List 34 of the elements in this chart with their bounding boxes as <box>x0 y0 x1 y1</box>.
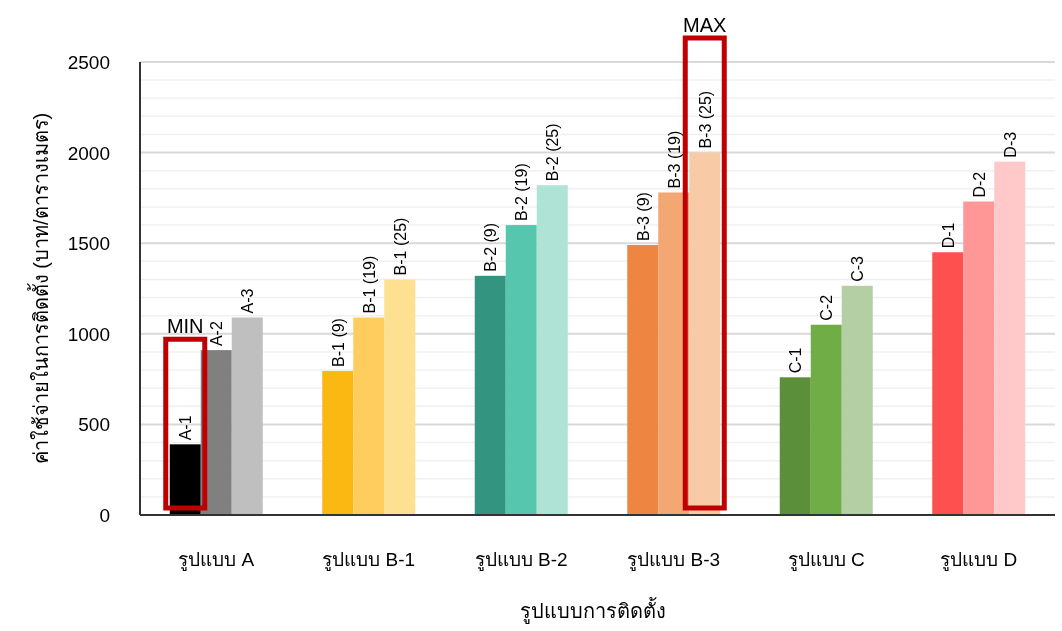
y-tick-label: 1500 <box>67 233 110 255</box>
data-label: C-3 <box>849 255 867 282</box>
data-label: B-2 (9) <box>482 222 500 272</box>
data-label: B-3 (25) <box>696 90 714 149</box>
data-label: C-1 <box>787 347 805 374</box>
x-axis-title: รูปแบบการติดตั้ง <box>519 597 666 624</box>
data-label: D-2 <box>970 171 988 198</box>
data-label: A-3 <box>239 288 257 314</box>
y-tick-label: 2000 <box>67 142 110 164</box>
data-label: B-1 (19) <box>360 255 378 314</box>
annotation: MIN <box>166 315 204 338</box>
y-tick-label: 2500 <box>67 52 110 73</box>
x-tick-label: รูปแบบ B-3 <box>627 549 721 571</box>
data-label: B-1 (25) <box>391 217 409 276</box>
y-tick-label: 0 <box>99 505 110 526</box>
data-label: B-1 (9) <box>329 318 347 367</box>
data-label: B-2 (19) <box>513 163 531 222</box>
data-label: D-3 <box>1001 131 1019 158</box>
data-label: D-1 <box>939 222 957 249</box>
data-label: B-3 (19) <box>665 130 683 189</box>
data-label: C-2 <box>818 294 836 321</box>
x-tick-label: รูปแบบ B-2 <box>474 549 568 571</box>
y-tick-label: 1000 <box>67 323 110 345</box>
data-label: A-2 <box>208 321 226 347</box>
y-tick-label: 500 <box>78 414 110 436</box>
text: MAX <box>683 14 727 36</box>
data-label: B-2 (25) <box>544 123 562 182</box>
data-label: B-3 (9) <box>634 192 652 242</box>
x-tick-label: รูปแบบ B-1 <box>322 549 416 571</box>
x-tick-label: รูปแบบ C <box>787 549 865 571</box>
data-label: A-1 <box>177 415 195 441</box>
x-tick-label: รูปแบบ A <box>178 549 255 571</box>
y-axis-title: ค่าใช้จ่ายในการติดตั้ง (บาท/ตารางเมตร) <box>27 112 52 465</box>
x-tick-label: รูปแบบ D <box>940 549 1018 571</box>
